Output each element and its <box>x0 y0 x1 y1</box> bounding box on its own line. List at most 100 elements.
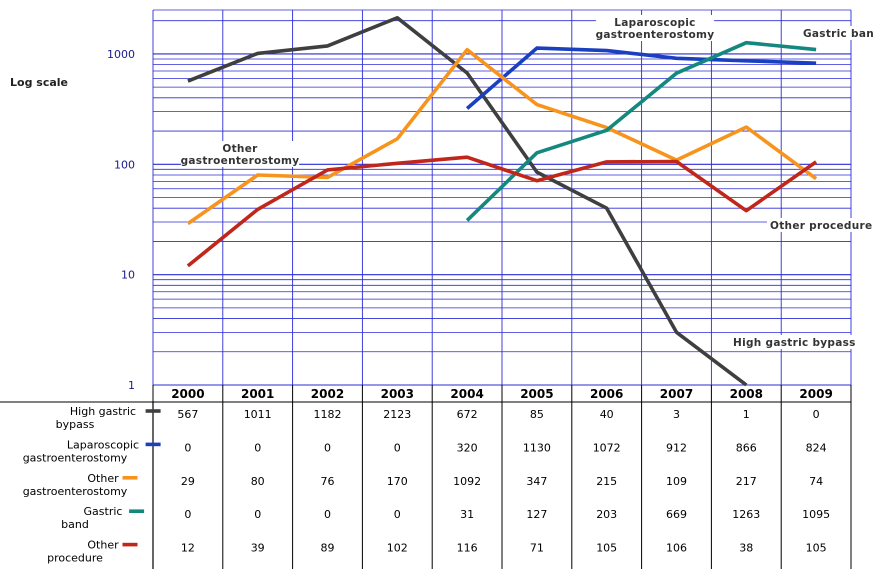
table-cell: 0 <box>324 441 331 454</box>
table-cell: 0 <box>254 508 261 521</box>
annotation-text: Gastric band <box>803 28 874 40</box>
row-label: Other <box>87 539 119 552</box>
y-tick-label: 100 <box>114 158 135 171</box>
y-tick-label: 1000 <box>107 48 135 61</box>
annotation-othp: Other procedure <box>767 218 872 232</box>
table-cell: 217 <box>736 475 757 488</box>
x-tick-label: 2001 <box>241 387 274 401</box>
x-tick-label: 2004 <box>450 387 483 401</box>
y-tick-label: 1 <box>128 379 135 392</box>
table-cell: 29 <box>181 475 195 488</box>
row-label: procedure <box>47 552 103 565</box>
series-line-3 <box>465 40 817 222</box>
x-tick-label: 2000 <box>171 387 204 401</box>
table-cell: 1182 <box>314 408 342 421</box>
table-cell: 320 <box>457 441 478 454</box>
table-cell: 672 <box>457 408 478 421</box>
table-cell: 215 <box>596 475 617 488</box>
x-tick-label: 2005 <box>520 387 553 401</box>
table-cell: 866 <box>736 441 757 454</box>
row-label: Gastric <box>84 505 123 518</box>
table-cell: 39 <box>251 542 265 555</box>
y-axis-label: Log scale <box>10 76 68 89</box>
table-cell: 74 <box>809 475 823 488</box>
series-line-0 <box>187 15 748 387</box>
table-cell: 12 <box>181 542 195 555</box>
table-cell: 3 <box>673 408 680 421</box>
annotation-hgb: High gastric bypass <box>730 335 862 349</box>
table-cell: 109 <box>666 475 687 488</box>
row-label: bypass <box>56 418 95 431</box>
table-cell: 102 <box>387 542 408 555</box>
table-cell: 127 <box>526 508 547 521</box>
x-tick-label: 2009 <box>799 387 832 401</box>
table-cell: 31 <box>460 508 474 521</box>
annotation-band: Gastric band <box>800 26 874 40</box>
table-cell: 1092 <box>453 475 481 488</box>
table-cell: 105 <box>806 542 827 555</box>
row-label: Other <box>87 472 119 485</box>
table-cell: 170 <box>387 475 408 488</box>
series-lines <box>186 15 818 387</box>
row-label: High gastric <box>70 405 136 418</box>
series-line-4 <box>186 155 818 268</box>
row-label: gastroenterostomy <box>23 485 128 498</box>
table-cell: 1072 <box>593 441 621 454</box>
x-tick-label: 2006 <box>590 387 623 401</box>
annotation-text: gastroenterostomy <box>596 29 715 41</box>
gridlines <box>152 9 852 386</box>
table-cell: 106 <box>666 542 687 555</box>
x-tick-label: 2008 <box>730 387 763 401</box>
row-label: band <box>61 518 89 531</box>
table-cell: 912 <box>666 441 687 454</box>
table-cell: 1011 <box>244 408 272 421</box>
x-tick-label: 2007 <box>660 387 693 401</box>
table-cell: 203 <box>596 508 617 521</box>
y-tick-labels: 1 10 100 1000 <box>107 48 135 392</box>
x-tick-label: 2002 <box>311 387 344 401</box>
annotation-text: Other <box>222 143 258 155</box>
table-cell: 0 <box>394 441 401 454</box>
table-cell: 89 <box>321 542 335 555</box>
table-cell: 116 <box>457 542 478 555</box>
annotation-text: Other procedure <box>770 220 872 232</box>
y-tick-label: 10 <box>121 269 135 282</box>
table-cell: 38 <box>739 542 753 555</box>
table-cell: 85 <box>530 408 544 421</box>
annotation-text: High gastric bypass <box>733 337 856 349</box>
table-cell: 347 <box>526 475 547 488</box>
table-cell: 0 <box>184 441 191 454</box>
series-line-1 <box>465 46 817 110</box>
table-cell: 1 <box>743 408 750 421</box>
table-cell: 0 <box>324 508 331 521</box>
series-line-2 <box>186 47 818 226</box>
table-cell: 80 <box>251 475 265 488</box>
row-label: gastroenterostomy <box>23 451 128 464</box>
table-cell: 0 <box>394 508 401 521</box>
table-cell: 76 <box>321 475 335 488</box>
table-cell: 2123 <box>383 408 411 421</box>
table-cell: 669 <box>666 508 687 521</box>
table-cell: 824 <box>806 441 827 454</box>
table-cell: 1095 <box>802 508 830 521</box>
table-cell: 105 <box>596 542 617 555</box>
table-cell: 40 <box>600 408 614 421</box>
table-cell: 0 <box>813 408 820 421</box>
table-cell: 0 <box>254 441 261 454</box>
x-tick-label: 2003 <box>381 387 414 401</box>
annotation-text: gastroenterostomy <box>181 155 300 167</box>
table-cell: 567 <box>177 408 198 421</box>
table-cell: 71 <box>530 542 544 555</box>
row-label: Laparoscopic <box>67 438 139 451</box>
table-cell: 1130 <box>523 441 551 454</box>
table-cell: 0 <box>184 508 191 521</box>
annotation-text: Laparoscopic <box>614 17 695 29</box>
